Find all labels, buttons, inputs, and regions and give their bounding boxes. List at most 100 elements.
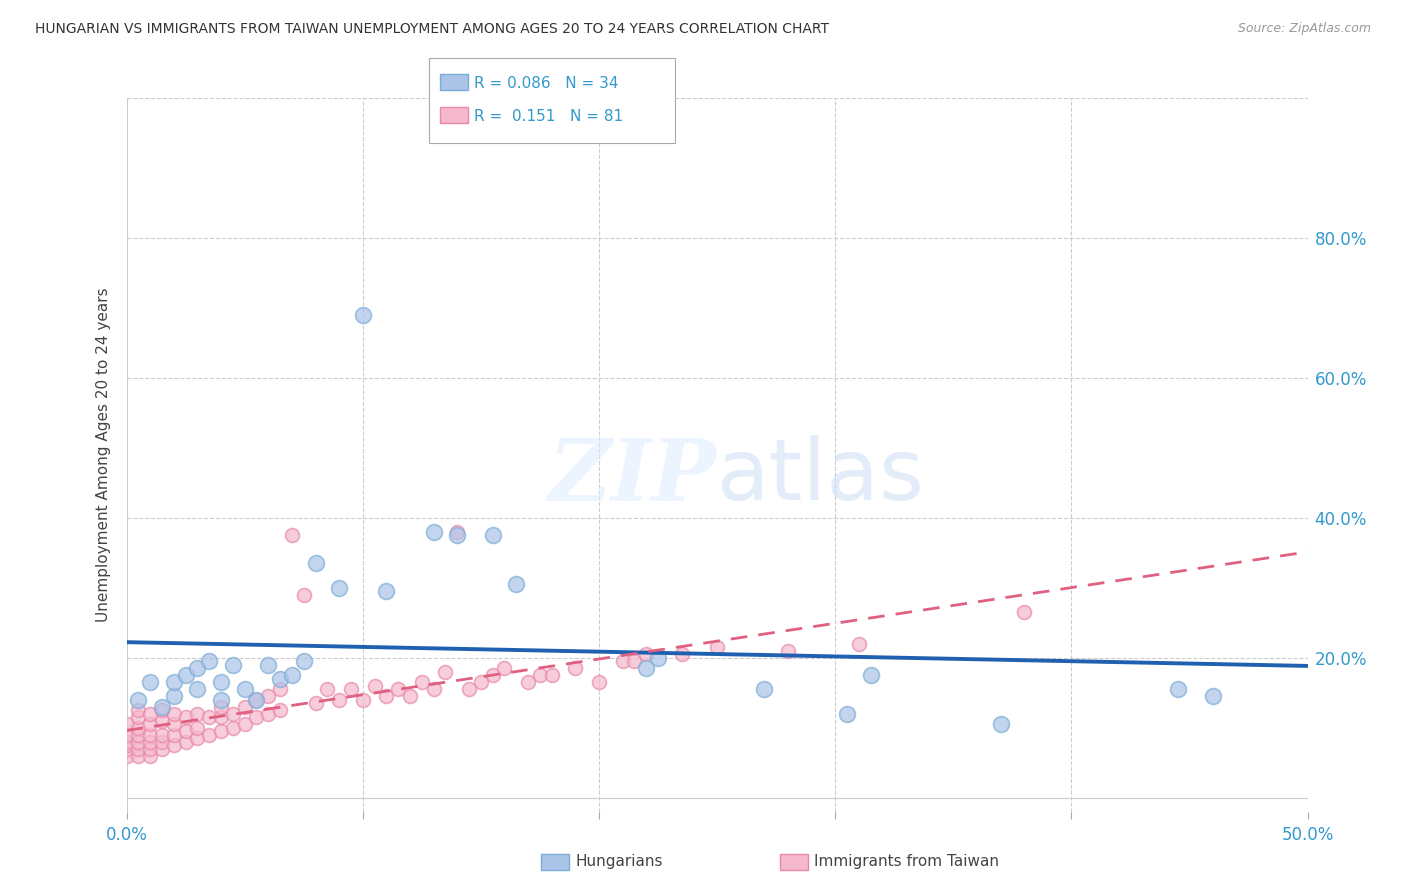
Point <box>375 690 398 704</box>
Point <box>174 668 197 682</box>
Point <box>458 682 481 697</box>
Point <box>163 728 186 742</box>
Text: R = 0.086   N = 34: R = 0.086 N = 34 <box>474 76 619 91</box>
Point <box>647 650 669 665</box>
Point <box>564 661 586 675</box>
Point <box>139 717 162 731</box>
Point <box>115 728 138 742</box>
Point <box>209 675 232 690</box>
Point <box>163 738 186 752</box>
Point <box>127 741 149 756</box>
Point <box>233 682 256 697</box>
Point <box>304 696 326 710</box>
Point <box>1202 690 1225 704</box>
Point <box>150 699 173 714</box>
Point <box>612 654 634 668</box>
Point <box>139 735 162 749</box>
Point <box>835 706 858 721</box>
Point <box>233 717 256 731</box>
Point <box>127 728 149 742</box>
Point <box>233 699 256 714</box>
Point <box>363 679 385 693</box>
Point <box>174 724 197 739</box>
Point <box>281 528 304 542</box>
Point <box>470 675 492 690</box>
Point <box>186 682 208 697</box>
Point <box>150 703 173 717</box>
Point <box>139 748 162 763</box>
Point <box>257 657 280 672</box>
Point <box>127 703 149 717</box>
Point <box>328 693 350 707</box>
Point <box>127 693 149 707</box>
Point <box>174 710 197 724</box>
Point <box>540 668 562 682</box>
Point <box>186 661 208 675</box>
Point <box>706 640 728 655</box>
Point <box>292 654 315 668</box>
Point <box>481 528 503 542</box>
Y-axis label: Unemployment Among Ages 20 to 24 years: Unemployment Among Ages 20 to 24 years <box>96 287 111 623</box>
Point <box>776 644 799 658</box>
Point <box>150 735 173 749</box>
Point <box>446 528 468 542</box>
Point <box>623 654 645 668</box>
Point <box>139 728 162 742</box>
Point <box>636 648 658 662</box>
Point <box>115 735 138 749</box>
Point <box>990 717 1012 731</box>
Point <box>163 690 186 704</box>
Point <box>269 672 291 686</box>
Point <box>163 675 186 690</box>
Point <box>139 706 162 721</box>
Point <box>222 657 245 672</box>
Point <box>446 524 468 539</box>
Point <box>245 710 267 724</box>
Point <box>198 728 221 742</box>
Point <box>292 588 315 602</box>
Point <box>411 675 433 690</box>
Point <box>209 724 232 739</box>
Point <box>222 706 245 721</box>
Point <box>127 721 149 735</box>
Point <box>150 714 173 728</box>
Point <box>304 557 326 571</box>
Point <box>115 741 138 756</box>
Point <box>671 648 693 662</box>
Point <box>517 675 540 690</box>
Point <box>186 706 208 721</box>
Point <box>150 741 173 756</box>
Point <box>245 693 267 707</box>
Point <box>375 584 398 599</box>
Text: Source: ZipAtlas.com: Source: ZipAtlas.com <box>1237 22 1371 36</box>
Point <box>222 721 245 735</box>
Point <box>163 706 186 721</box>
Point <box>209 693 232 707</box>
Point <box>316 682 339 697</box>
Point <box>198 654 221 668</box>
Point <box>257 690 280 704</box>
Point <box>434 665 457 679</box>
Point <box>494 661 516 675</box>
Point <box>505 577 527 591</box>
Point <box>245 693 267 707</box>
Text: ZIP: ZIP <box>550 434 717 518</box>
Point <box>352 693 374 707</box>
Point <box>529 668 551 682</box>
Point <box>399 690 422 704</box>
Point <box>636 661 658 675</box>
Text: HUNGARIAN VS IMMIGRANTS FROM TAIWAN UNEMPLOYMENT AMONG AGES 20 TO 24 YEARS CORRE: HUNGARIAN VS IMMIGRANTS FROM TAIWAN UNEM… <box>35 22 830 37</box>
Point <box>352 308 374 322</box>
Point <box>186 721 208 735</box>
Point <box>269 703 291 717</box>
Point <box>163 717 186 731</box>
Point <box>139 741 162 756</box>
Point <box>422 682 444 697</box>
Point <box>754 682 776 697</box>
Point <box>340 682 363 697</box>
Text: Immigrants from Taiwan: Immigrants from Taiwan <box>814 854 1000 869</box>
Point <box>422 524 444 539</box>
Point <box>198 710 221 724</box>
Point <box>328 581 350 595</box>
Point <box>257 706 280 721</box>
